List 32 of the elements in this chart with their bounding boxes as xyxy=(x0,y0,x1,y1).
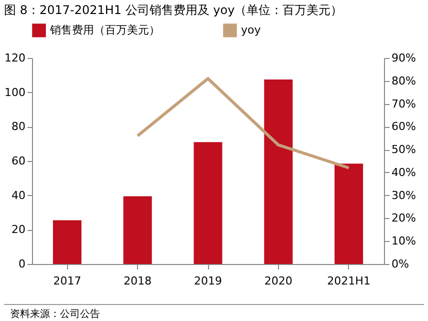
x-tick-label: 2017 xyxy=(53,274,82,288)
text: 资料来源：公司公告 xyxy=(4,304,424,321)
y2-tick-label: 30% xyxy=(392,188,416,202)
legend-label: 销售费用（百万美元） xyxy=(49,23,160,36)
y2-tick-label: 10% xyxy=(392,234,416,248)
y-tick-label: 60 xyxy=(12,154,26,168)
bar xyxy=(52,220,82,264)
legend-label: yoy xyxy=(241,23,262,36)
chart-title: 图 8：2017-2021H1 公司销售费用及 yoy（单位：百万美元） xyxy=(4,3,343,17)
y2-tick-label: 20% xyxy=(392,212,416,225)
y2-tick-label: 90% xyxy=(392,52,416,64)
x-tick-label: 2019 xyxy=(194,274,222,288)
y2-tick-label: 80% xyxy=(392,74,416,88)
y-tick-label: 80 xyxy=(12,120,26,134)
y2-tick-label: 50% xyxy=(392,143,416,156)
y2-tick-label: 0% xyxy=(392,258,409,270)
y2-tick-label: 60% xyxy=(392,120,416,134)
y2-tick-label: 40% xyxy=(392,166,416,179)
bar xyxy=(264,79,293,264)
y-tick-label: 120 xyxy=(4,52,26,64)
y2-tick-label: 70% xyxy=(392,97,416,110)
x-tick-label: 2020 xyxy=(264,274,292,288)
x-tick-label: 2021H1 xyxy=(327,274,370,288)
line-series xyxy=(136,77,350,170)
y-tick-label: 0 xyxy=(18,258,26,270)
y-tick-label: 40 xyxy=(12,188,26,202)
bar xyxy=(334,164,364,264)
y-tick-label: 100 xyxy=(4,86,26,99)
y-tick-label: 20 xyxy=(12,223,26,236)
x-tick-label: 2018 xyxy=(124,274,152,288)
bar xyxy=(123,196,152,264)
bar xyxy=(194,142,222,264)
